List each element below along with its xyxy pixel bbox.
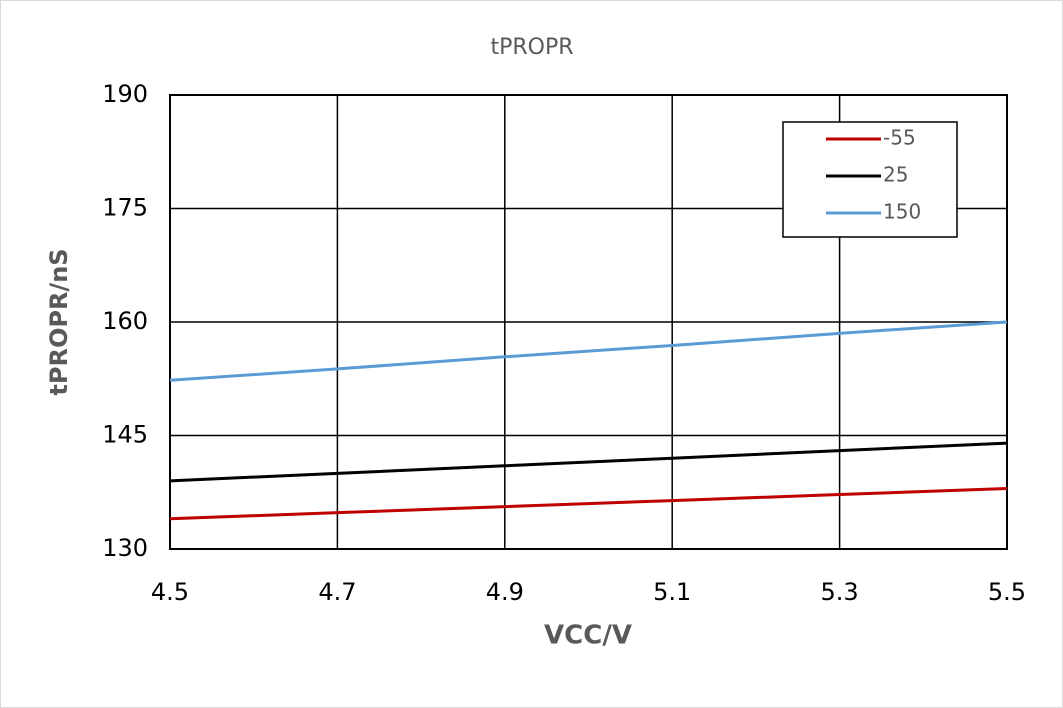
x-axis-label: VCC/V (544, 621, 632, 651)
chart-title: tPROPR (490, 35, 573, 60)
legend-label: 150 (883, 200, 921, 224)
x-tick-label: 5.5 (988, 578, 1026, 606)
legend-label: -55 (883, 126, 916, 150)
x-tick-label: 4.9 (486, 578, 524, 606)
line-series (169, 441, 1008, 483)
y-tick-label: 175 (102, 194, 148, 222)
line-series (169, 320, 1008, 382)
legend-label: 25 (883, 163, 908, 187)
y-tick-label: 130 (102, 534, 148, 562)
legend-box (782, 121, 958, 238)
line-series (169, 486, 1008, 521)
y-tick-label: 160 (102, 307, 148, 335)
y-tick-label: 190 (102, 80, 148, 108)
y-axis-label: tPROPR/nS (45, 248, 73, 395)
x-tick-label: 4.7 (318, 578, 356, 606)
x-tick-label: 5.3 (821, 578, 859, 606)
x-tick-label: 4.5 (151, 578, 189, 606)
y-tick-label: 145 (102, 421, 148, 449)
x-tick-label: 5.1 (653, 578, 691, 606)
